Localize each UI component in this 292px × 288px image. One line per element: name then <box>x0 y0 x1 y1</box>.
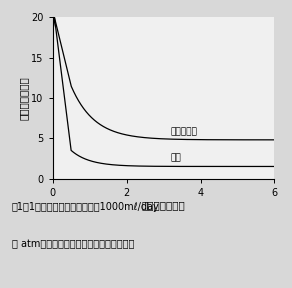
Text: 図1　1日当たりの酸素透過量　1000mℓ/day: 図1 1日当たりの酸素透過量 1000mℓ/day <box>12 202 159 212</box>
X-axis label: 豯蔵時間（日）: 豯蔵時間（日） <box>142 200 185 210</box>
Text: 二酸化炭素: 二酸化炭素 <box>171 127 198 136</box>
Text: 酸素: 酸素 <box>171 153 182 162</box>
Y-axis label: ガス濃度（％）: ガス濃度（％） <box>18 76 28 120</box>
Text: ・ atmとした場合の袋内ガス濃度変化予測: ・ atmとした場合の袋内ガス濃度変化予測 <box>12 239 134 249</box>
